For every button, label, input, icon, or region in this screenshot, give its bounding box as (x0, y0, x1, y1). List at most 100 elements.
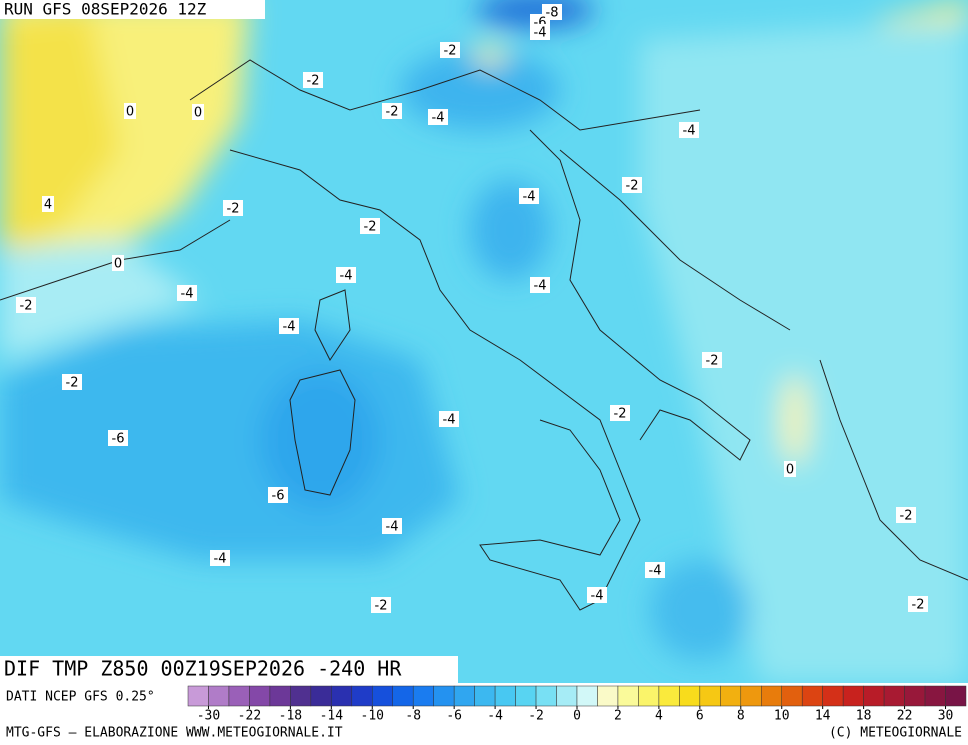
contour-label: -2 (386, 105, 399, 120)
contour-label-bg (124, 103, 136, 119)
colorbar-tick-label: 22 (897, 709, 913, 724)
contour-label-bg (702, 352, 722, 368)
contour-label-bg (382, 103, 402, 119)
colorbar-tick-label: 6 (696, 709, 704, 724)
colorbar-tick-label: -22 (238, 709, 261, 724)
field (0, 0, 968, 683)
colorbar-box (331, 685, 353, 707)
colorbar-tick-label: 2 (614, 709, 622, 724)
colorbar-box (433, 685, 455, 707)
contour-label-bg (108, 430, 128, 446)
colorbar-tick-label: 4 (655, 709, 663, 724)
contour-label-bg (210, 550, 230, 566)
colorbar-box (781, 685, 803, 707)
contour-label-bg (645, 562, 665, 578)
contour-label: -2 (614, 407, 627, 422)
contour-label: -2 (900, 509, 913, 524)
colorbar-box (576, 685, 598, 707)
colorbar-box (801, 685, 823, 707)
colorbar-box (310, 685, 332, 707)
colorbar-box (392, 685, 414, 707)
contour-label: -2 (375, 599, 388, 614)
colorbar-tick-label: -8 (405, 709, 421, 724)
run-label: RUN GFS 08SEP2026 12Z (4, 0, 207, 19)
contour-label-bg (896, 507, 916, 523)
contour-label: -2 (912, 598, 925, 613)
colorbar-box (740, 685, 762, 707)
contour-label: -2 (444, 44, 457, 59)
colorbar-box (515, 685, 537, 707)
colorbar-tick-label: -4 (487, 709, 503, 724)
colorbar-box (453, 685, 475, 707)
contour-label: -2 (626, 179, 639, 194)
colorbar-tick-label: 10 (774, 709, 790, 724)
colorbar-box (494, 685, 516, 707)
header-box (0, 0, 265, 19)
contour-label-bg (530, 277, 550, 293)
contour-label: -4 (523, 190, 536, 205)
contour-label-bg (62, 374, 82, 390)
contour-label: -2 (20, 299, 33, 314)
title-box (0, 656, 458, 683)
colorbar-box (208, 685, 230, 707)
coastlines (0, 59, 968, 611)
contour-label-bg (303, 72, 323, 88)
contour-label: -4 (283, 320, 296, 335)
contour-label-bg (908, 596, 928, 612)
contour-label: -4 (683, 124, 696, 139)
colorbar-tick-label: 8 (737, 709, 745, 724)
contour-label-bg (223, 200, 243, 216)
colorbar-box (842, 685, 864, 707)
contour-label: -4 (591, 589, 604, 604)
contour-label: 0 (194, 106, 202, 121)
colorbar-box (187, 685, 209, 707)
colorbar-box (351, 685, 373, 707)
contour-label-bg (428, 109, 448, 125)
colorbar-box (679, 685, 701, 707)
contour-label-bg (622, 177, 642, 193)
contour-label: -4 (534, 279, 547, 294)
colorbar-tick-label: -14 (320, 709, 344, 724)
contour-label-bg (360, 218, 380, 234)
contour-label: -2 (66, 376, 79, 391)
colorbar-box (720, 685, 742, 707)
contour-label: -6 (272, 489, 285, 504)
colorbar-tick-label: -30 (197, 709, 220, 724)
colorbar-box (249, 685, 271, 707)
colorbar-tick-label: 14 (815, 709, 831, 724)
contour-label-bg (530, 24, 550, 40)
colorbar-box (699, 685, 721, 707)
contour-label: -2 (364, 220, 377, 235)
colorbar-box (883, 685, 905, 707)
contour-label-bg (192, 104, 204, 120)
contour-label: -2 (227, 202, 240, 217)
colorbar-box (617, 685, 639, 707)
contour-label: -4 (386, 520, 399, 535)
contour-label-bg (42, 196, 54, 212)
colorbar-box (945, 685, 967, 707)
colorbar-box (535, 685, 557, 707)
contour-label-bg (268, 487, 288, 503)
contour-label-bg (279, 318, 299, 334)
contour-label-bg (439, 411, 459, 427)
contour-label: 0 (114, 257, 122, 272)
colorbar: -30 -22 -18 -14 -10 -8 -6 -4 -2 0 2 4 6 8 10 14 18 22 30 (187, 685, 967, 724)
colorbar-box (924, 685, 946, 707)
colorbar-tick-label: 30 (938, 709, 954, 724)
colorbar-box (597, 685, 619, 707)
colorbar-tick-label: -10 (361, 709, 384, 724)
contour-labels: -8-6-4-2-20 0 -2 -4-4-2-44 -2-20-4-4-4-2-4-2… (16, 4, 928, 614)
colorbar-box (822, 685, 844, 707)
contour-label: -4 (432, 111, 445, 126)
contour-label-bg (112, 255, 124, 271)
contour-label-bg (177, 285, 197, 301)
contour-label: -6 (112, 432, 125, 447)
contour-label: -2 (706, 354, 719, 369)
colorbar-box (412, 685, 434, 707)
contour-label: 0 (126, 105, 134, 120)
colorbar-tick-label: 0 (573, 709, 581, 724)
contour-label: -2 (307, 74, 320, 89)
colorbar-box (556, 685, 578, 707)
contour-label-bg (587, 587, 607, 603)
colorbar-box (904, 685, 926, 707)
